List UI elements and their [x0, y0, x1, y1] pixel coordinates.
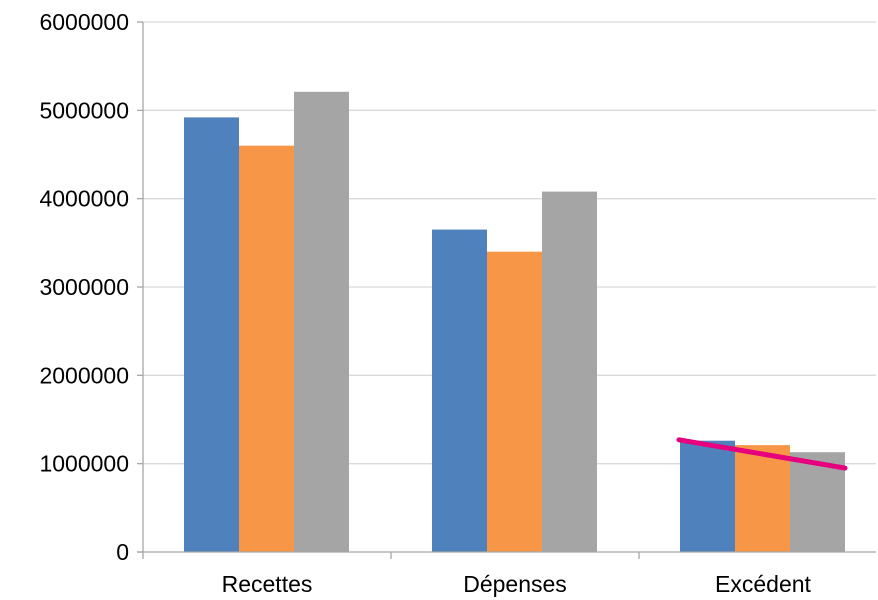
y-tick-label-2: 2000000	[39, 362, 129, 388]
y-tick-label-6: 6000000	[39, 9, 129, 35]
bars-group	[184, 91, 845, 553]
y-tick-label-0: 0	[116, 539, 129, 565]
axes-group	[137, 21, 876, 559]
bar-recettes-series-1	[184, 117, 239, 553]
y-tick-label-3: 3000000	[39, 274, 129, 300]
bar-dpenses-series-1	[432, 229, 487, 553]
y-tick-label-1: 1000000	[39, 451, 129, 477]
x-category-labels: Recettes Dépenses Excédent	[222, 571, 812, 597]
y-tick-labels: 0 1000000 2000000 3000000 4000000 5000000 6000…	[39, 9, 129, 565]
x-category-label-recettes: Recettes	[222, 571, 313, 597]
overlay-trend-line	[676, 437, 848, 471]
bar-recettes-series-3	[294, 91, 349, 553]
y-tick-label-4: 4000000	[39, 186, 129, 212]
bar-excdent-series-2	[735, 445, 790, 552]
bar-excdent-series-1	[680, 440, 735, 552]
bar-recettes-series-2	[239, 145, 294, 552]
bar-dpenses-series-3	[542, 191, 597, 552]
x-category-label-dpenses: Dépenses	[463, 571, 567, 597]
y-tick-label-5: 5000000	[39, 97, 129, 123]
overlay-line-group	[676, 437, 848, 471]
x-category-label-excdent: Excédent	[715, 571, 812, 597]
bar-dpenses-series-2	[487, 251, 542, 552]
